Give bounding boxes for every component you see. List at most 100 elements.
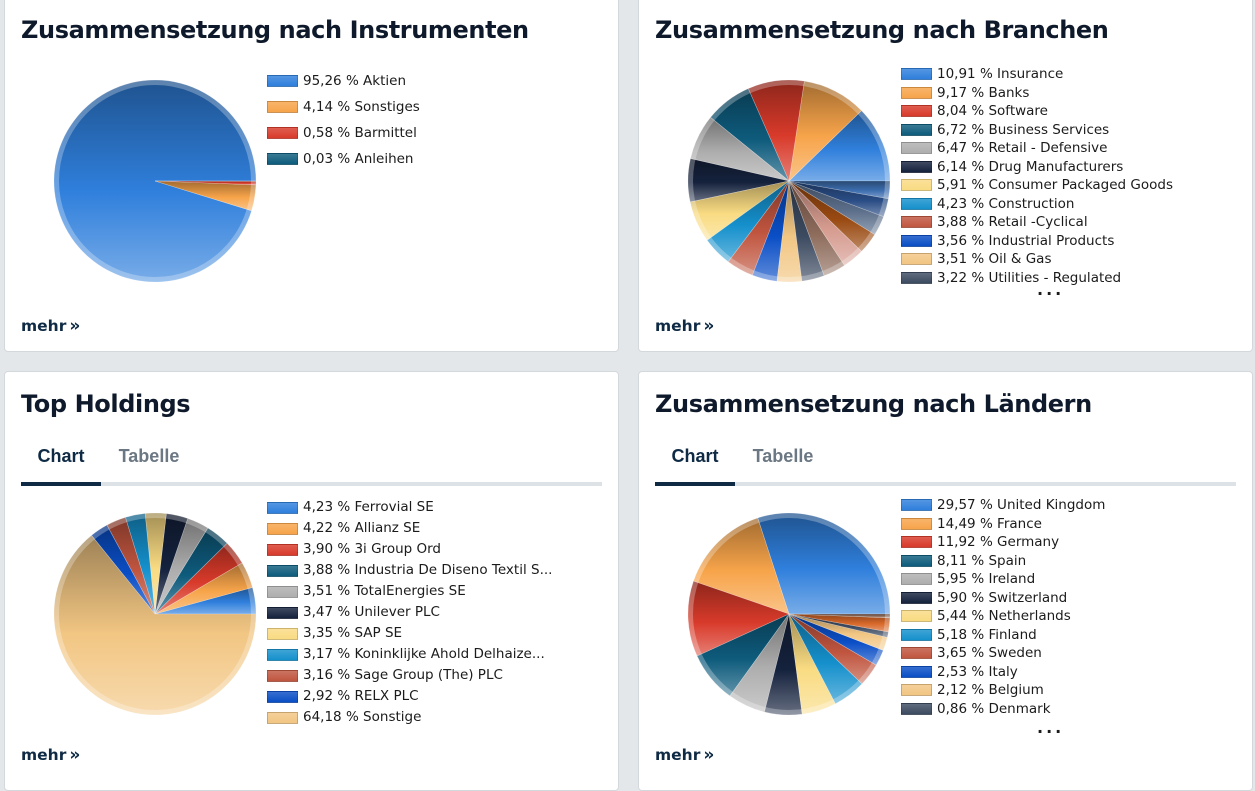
- legend-label: 6,14 % Drug Manufacturers: [937, 158, 1123, 177]
- legend-label: 0,03 % Anleihen: [303, 146, 414, 172]
- more-label: mehr: [21, 746, 66, 764]
- legend-label: 6,72 % Business Services: [937, 121, 1109, 140]
- tab-chart[interactable]: Chart: [655, 442, 735, 482]
- legend-label: 3,51 % Oil & Gas: [937, 250, 1051, 269]
- legend-label: 3,16 % Sage Group (The) PLC: [303, 665, 503, 686]
- legend-item: 4,22 % Allianz SE: [267, 518, 552, 539]
- legend-swatch: [267, 101, 298, 113]
- legend-swatch: [901, 573, 932, 585]
- legend-label: 95,26 % Aktien: [303, 68, 406, 94]
- legend-label: 3,90 % 3i Group Ord: [303, 539, 441, 560]
- card-countries: Zusammensetzung nach Ländern Chart Tabel…: [638, 371, 1253, 791]
- chevron-double-right-icon: »: [69, 745, 80, 765]
- legend-label: 6,47 % Retail - Defensive: [937, 139, 1107, 158]
- legend-swatch: [901, 87, 932, 99]
- legend-label: 9,17 % Banks: [937, 84, 1029, 103]
- legend-item: 14,49 % France: [901, 515, 1105, 534]
- legend-item: 6,47 % Retail - Defensive: [901, 139, 1173, 158]
- legend-label: 3,22 % Utilities - Regulated: [937, 269, 1121, 288]
- legend-item: 5,91 % Consumer Packaged Goods: [901, 176, 1173, 195]
- legend-label: 4,14 % Sonstiges: [303, 94, 420, 120]
- legend-label: 4,23 % Construction: [937, 195, 1074, 214]
- legend-swatch: [901, 629, 932, 641]
- legend-item: 3,51 % TotalEnergies SE: [267, 581, 552, 602]
- legend-label: 3,47 % Unilever PLC: [303, 602, 440, 623]
- more-link[interactable]: mehr»: [21, 745, 80, 765]
- legend-item: 6,72 % Business Services: [901, 121, 1173, 140]
- legend-label: 0,86 % Denmark: [937, 700, 1051, 719]
- more-link[interactable]: mehr»: [21, 316, 80, 336]
- view-tabs: Chart Tabelle: [655, 440, 1236, 486]
- legend-item: 8,11 % Spain: [901, 552, 1105, 571]
- legend-swatch: [267, 153, 298, 165]
- legend-swatch: [901, 179, 932, 191]
- card-title: Zusammensetzung nach Branchen: [655, 16, 1109, 44]
- legend-swatch: [901, 518, 932, 530]
- legend-swatch: [901, 684, 932, 696]
- more-link[interactable]: mehr»: [655, 745, 714, 765]
- legend-item: 3,56 % Industrial Products: [901, 232, 1173, 251]
- legend-item: 0,58 % Barmittel: [267, 120, 420, 146]
- legend-item: 3,90 % 3i Group Ord: [267, 539, 552, 560]
- pie-chart-sectors: [683, 75, 895, 287]
- legend-swatch: [267, 670, 298, 682]
- legend-item: 3,16 % Sage Group (The) PLC: [267, 665, 552, 686]
- legend-label: 0,58 % Barmittel: [303, 120, 417, 146]
- tab-chart[interactable]: Chart: [21, 442, 101, 482]
- legend-item: 3,65 % Sweden: [901, 644, 1105, 663]
- card-top-holdings: Top Holdings Chart Tabelle 4,23 % Ferrov…: [4, 371, 619, 791]
- legend-label: 5,91 % Consumer Packaged Goods: [937, 176, 1173, 195]
- more-link[interactable]: mehr»: [655, 316, 714, 336]
- legend-item: 5,95 % Ireland: [901, 570, 1105, 589]
- legend-item: 0,03 % Anleihen: [267, 146, 420, 172]
- legend-item: 4,23 % Construction: [901, 195, 1173, 214]
- view-tabs: Chart Tabelle: [21, 440, 602, 486]
- legend-swatch: [901, 105, 932, 117]
- legend-label: 14,49 % France: [937, 515, 1042, 534]
- legend-item: 5,44 % Netherlands: [901, 607, 1105, 626]
- legend-swatch: [901, 198, 932, 210]
- legend-label: 3,88 % Retail -Cyclical: [937, 213, 1088, 232]
- legend-item: 2,92 % RELX PLC: [267, 686, 552, 707]
- legend-item: 5,18 % Finland: [901, 626, 1105, 645]
- legend-item: 3,88 % Retail -Cyclical: [901, 213, 1173, 232]
- legend-item: 11,92 % Germany: [901, 533, 1105, 552]
- legend-label: 3,56 % Industrial Products: [937, 232, 1114, 251]
- legend-label: 2,92 % RELX PLC: [303, 686, 419, 707]
- pie-chart-countries: [683, 508, 895, 720]
- legend-swatch: [901, 142, 932, 154]
- legend-item: 2,12 % Belgium: [901, 681, 1105, 700]
- legend-swatch: [901, 666, 932, 678]
- card-title: Top Holdings: [21, 390, 190, 418]
- legend-item: 5,90 % Switzerland: [901, 589, 1105, 608]
- card-instruments: Zusammensetzung nach Instrumenten 95,26 …: [4, 0, 619, 352]
- legend-swatch: [267, 502, 298, 514]
- legend-swatch: [901, 499, 932, 511]
- legend-swatch: [267, 127, 298, 139]
- legend-swatch: [901, 161, 932, 173]
- tab-table[interactable]: Tabelle: [745, 442, 821, 482]
- tab-table[interactable]: Tabelle: [111, 442, 187, 482]
- legend-label: 4,23 % Ferrovial SE: [303, 497, 434, 518]
- chevron-double-right-icon: »: [703, 745, 714, 765]
- chevron-double-right-icon: »: [69, 316, 80, 336]
- legend-swatch: [267, 586, 298, 598]
- legend-label: 5,90 % Switzerland: [937, 589, 1067, 608]
- card-title: Zusammensetzung nach Ländern: [655, 390, 1092, 418]
- legend-item: 3,35 % SAP SE: [267, 623, 552, 644]
- pie-chart-instruments: [49, 75, 261, 287]
- legend-label: 3,35 % SAP SE: [303, 623, 402, 644]
- legend-item: 3,51 % Oil & Gas: [901, 250, 1173, 269]
- legend-swatch: [267, 628, 298, 640]
- legend-label: 5,18 % Finland: [937, 626, 1037, 645]
- more-label: mehr: [655, 746, 700, 764]
- legend-item: 4,23 % Ferrovial SE: [267, 497, 552, 518]
- legend-item: 3,88 % Industria De Diseno Textil S...: [267, 560, 552, 581]
- legend-more-indicator: ...: [1037, 280, 1064, 299]
- more-label: mehr: [21, 317, 66, 335]
- legend-item: 2,53 % Italy: [901, 663, 1105, 682]
- legend-swatch: [901, 235, 932, 247]
